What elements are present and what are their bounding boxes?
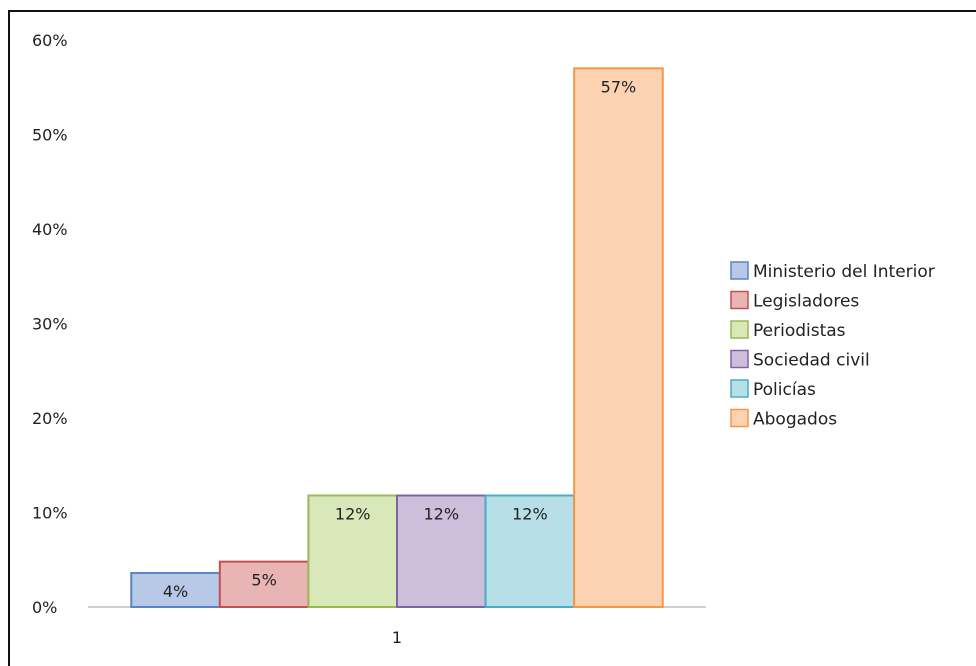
y-axis-ticks: 0% 10% 20% 30% 40% 50% 60% <box>32 31 68 617</box>
category-label: 1 <box>392 628 402 647</box>
bar <box>484 494 576 608</box>
bar-data-label: 4% <box>163 582 188 601</box>
legend: Ministerio del Interior Legisladores Perio… <box>730 261 935 430</box>
bar-data-label: 5% <box>251 571 276 590</box>
bar-data-label: 57% <box>601 77 637 96</box>
legend-label: Legisladores <box>753 292 859 312</box>
bar-data-label: 12% <box>424 504 460 523</box>
bars-group <box>130 67 664 609</box>
bar-data-label: 12% <box>335 504 371 523</box>
y-tick-label: 60% <box>32 31 68 50</box>
legend-swatch <box>730 379 749 398</box>
y-tick-label: 30% <box>32 315 68 334</box>
legend-swatch <box>730 349 749 369</box>
legend-label: Abogados <box>753 410 837 430</box>
legend-label: Periodistas <box>753 321 846 341</box>
legend-swatch <box>730 290 749 310</box>
bar-data-label: 12% <box>512 504 548 523</box>
data-labels-group: 4% 5% 12% 12% 12% 57% <box>163 77 636 601</box>
legend-label: Ministerio del Interior <box>753 262 935 282</box>
bar <box>573 67 664 609</box>
legend-swatch <box>730 320 749 339</box>
bar <box>218 560 310 609</box>
legend-label: Policías <box>753 380 816 400</box>
y-tick-label: 10% <box>32 504 68 523</box>
y-tick-label: 40% <box>32 220 68 239</box>
y-tick-label: 0% <box>32 598 57 617</box>
legend-swatch <box>730 408 749 428</box>
y-tick-label: 20% <box>32 409 68 428</box>
legend-label: Sociedad civil <box>753 351 870 371</box>
chart-frame <box>8 10 976 666</box>
legend-swatch <box>730 261 749 280</box>
y-tick-label: 50% <box>32 126 68 145</box>
